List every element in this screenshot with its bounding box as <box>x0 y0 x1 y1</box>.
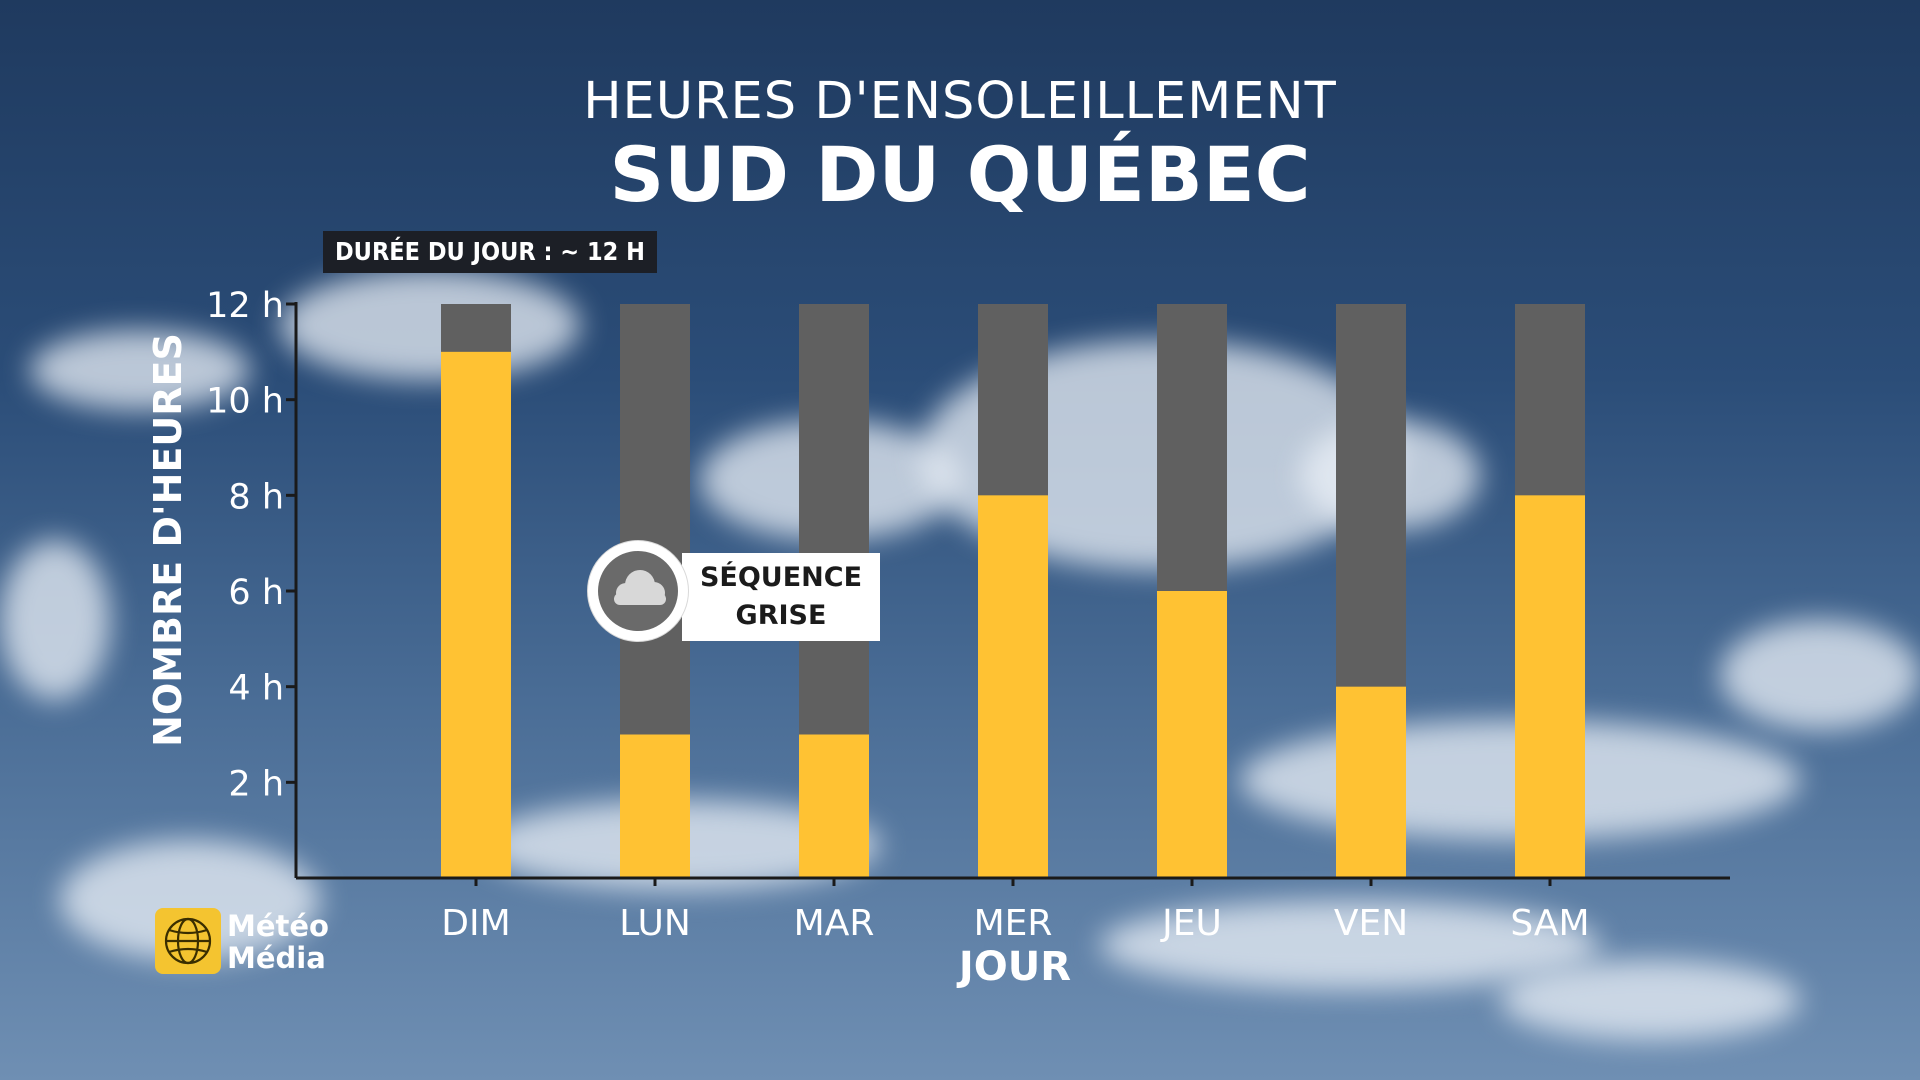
cloud-shape <box>1720 620 1920 730</box>
x-tick-label: LUN <box>619 903 691 944</box>
y-tick-label: 2 h <box>228 764 284 804</box>
cloud-shape <box>1500 960 1800 1040</box>
y-tick-label: 6 h <box>228 573 284 613</box>
bar-sun-sam <box>1515 495 1585 878</box>
y-tick-label: 4 h <box>228 669 284 709</box>
y-tick-label: 10 h <box>206 382 284 422</box>
bar-sun-dim <box>441 351 511 878</box>
cloud-icon <box>598 551 678 631</box>
bar-sun-lun <box>620 734 690 878</box>
logo-line-2: Média <box>227 941 326 975</box>
cloud-shape <box>1100 900 1600 990</box>
y-tick-label: 12 h <box>206 286 284 326</box>
bar-sun-mar <box>799 734 869 878</box>
day-length-badge: DURÉE DU JOUR : ~ 12 H <box>323 231 657 273</box>
cloud-icon-badge <box>588 541 688 641</box>
annotation-line-1: SÉQUENCE <box>699 562 863 593</box>
bar-sun-ven <box>1336 686 1406 878</box>
cloud-shape <box>30 330 250 410</box>
bar-sun-jeu <box>1157 591 1227 878</box>
x-tick-label: JEU <box>1160 903 1222 944</box>
cloud-shape <box>0 540 110 700</box>
y-axis-label: NOMBRE D'HEURES <box>146 333 190 747</box>
x-tick-label: MAR <box>794 903 875 944</box>
annotation-line-2: GRISE <box>735 600 827 631</box>
chart-subtitle: SUD DU QUÉBEC <box>609 130 1311 219</box>
meteomedia-logo: Météo Média <box>155 908 331 976</box>
bar-sun-mer <box>978 495 1048 878</box>
annotation-label-box: SÉQUENCE GRISE <box>682 553 880 641</box>
x-tick-label: VEN <box>1334 903 1408 944</box>
y-tick-label: 8 h <box>228 477 284 517</box>
logo-text: Météo Média <box>227 910 329 974</box>
sun-globe-icon <box>155 908 221 974</box>
x-tick-label: DIM <box>441 903 510 944</box>
chart-title: HEURES D'ENSOLEILLEMENT <box>583 72 1337 131</box>
x-tick-label: SAM <box>1510 903 1589 944</box>
logo-line-1: Météo <box>227 909 329 943</box>
x-axis-label: JOUR <box>958 944 1072 990</box>
cloud-shape <box>280 270 580 380</box>
x-tick-label: MER <box>974 903 1053 944</box>
